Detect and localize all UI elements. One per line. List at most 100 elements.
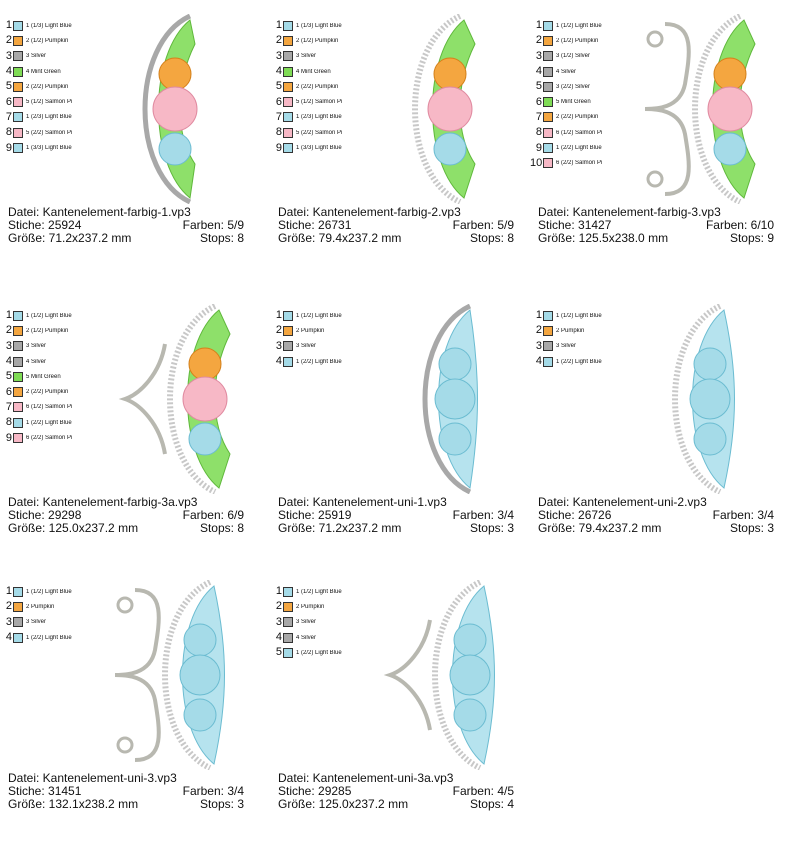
thread-swatch-row: 2 2 Pumpkin	[270, 599, 370, 614]
design-size: Größe: 132.1x238.2 mm	[8, 797, 139, 811]
color-swatch-icon	[283, 66, 293, 77]
color-swatch-icon	[13, 35, 23, 46]
color-swatch-icon	[13, 325, 23, 336]
design-card-uni-2[interactable]: 1 1 (1/2) Light Blue 2 2 Pumpkin 3 3 Silver 4 1…	[530, 290, 775, 562]
thread-step-number: 7	[275, 110, 282, 123]
thread-step-number: 1	[535, 19, 542, 32]
design-card-uni-3[interactable]: 1 1 (1/2) Light Blue 2 2 Pumpkin 3 3 Silver 4 1…	[0, 566, 245, 838]
thread-step-number: 6	[5, 95, 12, 108]
thread-list: 1 1 (1/2) Light Blue 2 2 (1/2) Pumpkin 3 3 (1…	[530, 18, 630, 171]
thread-swatch-row: 4 1 (2/2) Light Blue	[530, 354, 630, 369]
embroidery-preview	[644, 14, 756, 204]
thread-step-number: 2	[535, 34, 542, 47]
design-card-farbig-3a[interactable]: 1 1 (1/2) Light Blue 2 2 (1/2) Pumpkin 3 3 Si…	[0, 290, 245, 562]
thread-label: 6 (1/2) Salmon Pi	[556, 129, 603, 136]
thread-swatch-row: 7 1 (2/3) Light Blue	[270, 110, 370, 125]
thread-swatch-row: 8 1 (2/2) Light Blue	[0, 415, 100, 430]
thread-step-number: 3	[535, 49, 542, 62]
thread-label: 2 Pumpkin	[556, 327, 585, 334]
thread-step-number: 2	[275, 324, 282, 337]
thread-swatch-row: 3 3 Silver	[0, 339, 100, 354]
thread-swatch-row: 9 6 (2/2) Salmon Pi	[0, 430, 100, 445]
thread-label: 1 (1/2) Light Blue	[296, 312, 342, 319]
thread-step-number: 1	[275, 19, 282, 32]
thread-list: 1 1 (1/3) Light Blue 2 2 (1/2) Pumpkin 3 3 Si…	[270, 18, 370, 156]
thread-label: 5 Mint Green	[556, 99, 591, 106]
thread-label: 1 (1/3) Light Blue	[296, 22, 342, 29]
thread-step-number: 4	[5, 355, 12, 368]
thread-swatch-row: 1 1 (1/2) Light Blue	[270, 308, 370, 323]
design-size: Größe: 125.0x237.2 mm	[8, 521, 139, 535]
color-swatch-icon	[283, 325, 293, 336]
thread-label: 4 Mint Green	[296, 68, 331, 75]
thread-swatch-row: 4 4 Silver	[530, 64, 630, 79]
stop-count: Stops: 3	[199, 797, 244, 811]
color-count: Farben: 5/9	[182, 218, 244, 232]
thread-swatch-row: 10 6 (2/2) Salmon Pi	[530, 156, 630, 171]
thread-swatch-row: 4 4 Mint Green	[0, 64, 100, 79]
thread-label: 3 Silver	[296, 619, 317, 626]
thread-step-number: 3	[535, 339, 542, 352]
color-swatch-icon	[543, 51, 553, 62]
color-swatch-icon	[283, 647, 293, 658]
color-swatch-icon	[13, 417, 23, 428]
thread-label: 1 (2/3) Light Blue	[26, 114, 72, 121]
thread-swatch-row: 4 1 (2/2) Light Blue	[0, 630, 100, 645]
thread-label: 3 Silver	[26, 343, 47, 350]
thread-step-number: 8	[5, 126, 12, 139]
color-swatch-icon	[543, 310, 553, 321]
thread-swatch-row: 7 6 (1/2) Salmon Pi	[0, 400, 100, 415]
stitch-count: Stiche: 29298	[8, 508, 82, 522]
thread-swatch-row: 3 3 Silver	[270, 49, 370, 64]
thread-swatch-row: 2 2 Pumpkin	[530, 323, 630, 338]
thread-label: 3 (2/2) Silver	[556, 83, 591, 90]
thread-label: 6 (1/2) Salmon Pi	[26, 404, 73, 411]
color-swatch-icon	[283, 143, 293, 154]
thread-label: 1 (2/2) Light Blue	[26, 634, 72, 641]
thread-swatch-row: 2 2 (1/2) Pumpkin	[0, 323, 100, 338]
thread-label: 3 Silver	[26, 619, 47, 626]
thread-list: 1 1 (1/2) Light Blue 2 2 Pumpkin 3 3 Silver 4 1…	[530, 308, 630, 369]
thread-step-number: 4	[275, 355, 282, 368]
thread-label: 5 Mint Green	[26, 373, 61, 380]
thread-swatch-row: 8 6 (1/2) Salmon Pi	[530, 125, 630, 140]
thread-step-number: 5	[5, 80, 12, 93]
design-card-farbig-1[interactable]: 1 1 (1/3) Light Blue 2 2 (1/2) Pumpkin 3 3 Si…	[0, 0, 245, 272]
thread-swatch-row: 3 3 Silver	[270, 339, 370, 354]
stitch-count: Stiche: 25919	[278, 508, 352, 522]
thread-label: 2 Pumpkin	[296, 327, 325, 334]
thread-step-number: 3	[5, 615, 12, 628]
stitch-count: Stiche: 26731	[278, 218, 352, 232]
file-name: Datei: Kantenelement-farbig-3.vp3	[538, 205, 721, 219]
color-swatch-icon	[283, 51, 293, 62]
thread-label: 2 Pumpkin	[26, 603, 55, 610]
thread-swatch-row: 8 5 (2/2) Salmon Pi	[0, 125, 100, 140]
color-swatch-icon	[13, 310, 23, 321]
color-swatch-icon	[543, 20, 553, 31]
embroidery-preview	[412, 14, 476, 204]
embroidery-preview	[114, 580, 225, 770]
thread-step-number: 9	[535, 141, 542, 154]
thread-label: 1 (1/2) Light Blue	[556, 22, 602, 29]
thread-step-number: 3	[5, 339, 12, 352]
thread-label: 5 (2/2) Salmon Pi	[26, 129, 73, 136]
design-card-farbig-2[interactable]: 1 1 (1/3) Light Blue 2 2 (1/2) Pumpkin 3 3 Si…	[270, 0, 515, 272]
thread-step-number: 6	[535, 95, 542, 108]
design-card-farbig-3[interactable]: 1 1 (1/2) Light Blue 2 2 (1/2) Pumpkin 3 3 (1…	[530, 0, 775, 272]
color-swatch-icon	[283, 81, 293, 92]
thread-label: 2 (1/2) Pumpkin	[556, 37, 599, 44]
stop-count: Stops: 8	[469, 231, 514, 245]
color-swatch-icon	[543, 35, 553, 46]
color-swatch-icon	[543, 158, 553, 169]
thread-step-number: 5	[275, 80, 282, 93]
thread-step-number: 1	[535, 309, 542, 322]
thread-step-number: 2	[5, 34, 12, 47]
thread-step-number: 3	[275, 339, 282, 352]
design-card-uni-1[interactable]: 1 1 (1/2) Light Blue 2 2 Pumpkin 3 3 Silver 4 1…	[270, 290, 515, 562]
color-count: Farben: 3/4	[182, 784, 244, 798]
embroidery-preview	[383, 580, 495, 770]
thread-swatch-row: 2 2 (1/2) Pumpkin	[530, 33, 630, 48]
thread-swatch-row: 1 1 (1/2) Light Blue	[530, 18, 630, 33]
color-swatch-icon	[283, 356, 293, 367]
